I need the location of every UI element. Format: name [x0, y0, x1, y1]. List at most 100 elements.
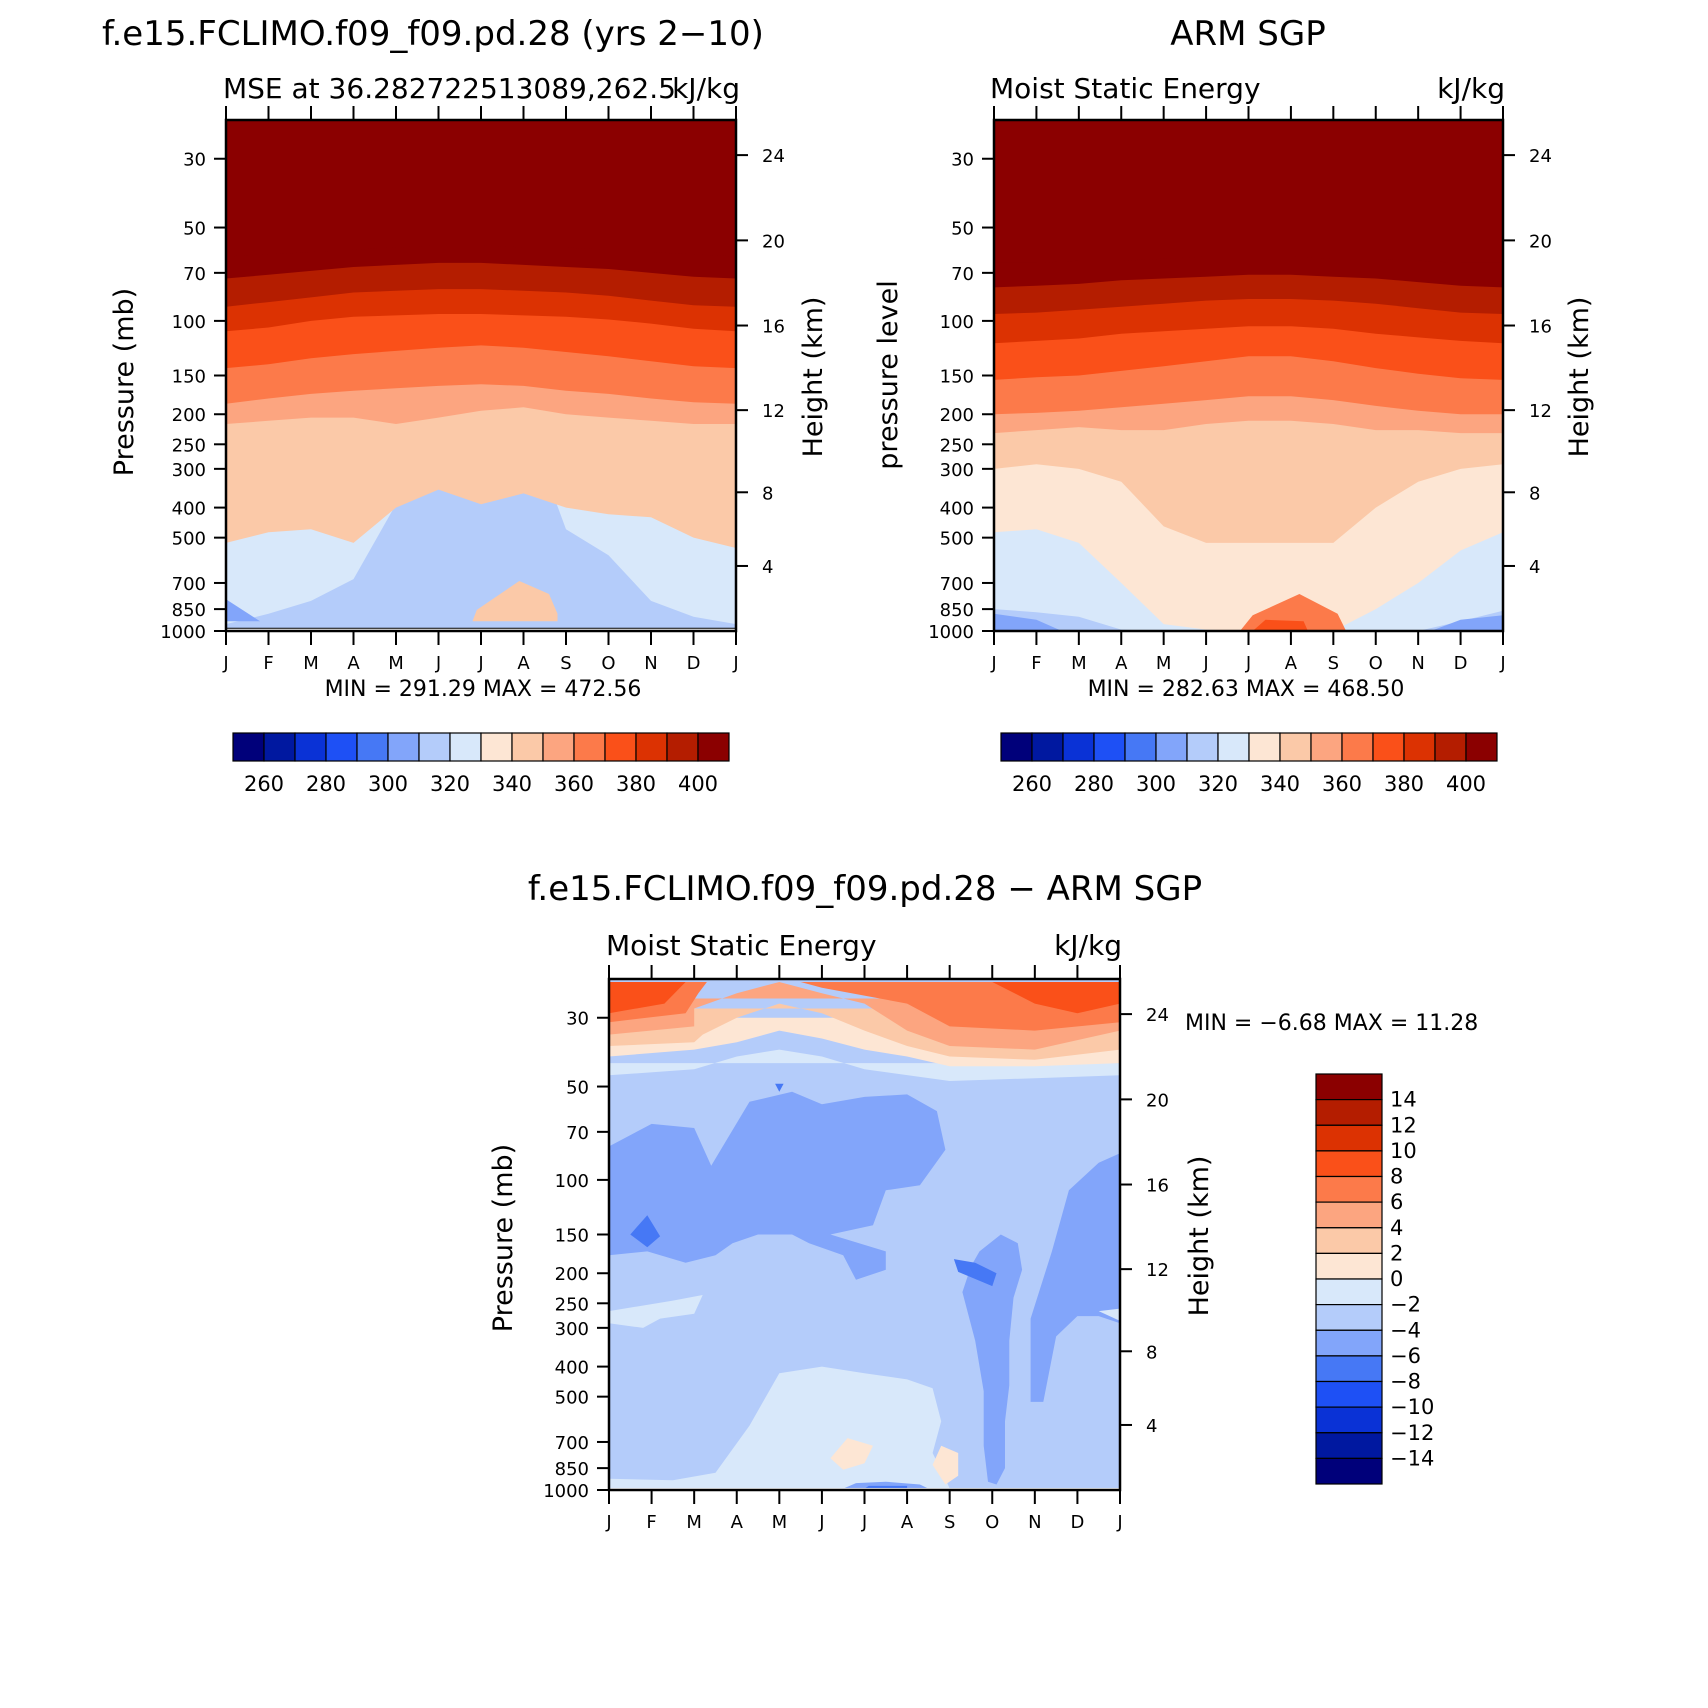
diff-plot-area: J F M A M J J A S O N D J 30 50 70 100 150 200 250 300 400 500…: [543, 965, 1169, 1533]
model-right-tick-label: 8: [762, 483, 773, 504]
model-left-subtitle: MSE at 36.282722513089,262.5: [223, 72, 676, 105]
obs-y-tick-label: 250: [940, 435, 974, 456]
diff-colorbar-swatch: [1315, 1150, 1383, 1178]
obs-colorbar-swatch: [1031, 732, 1064, 762]
diff-contour-region: [962, 1234, 1023, 1485]
obs-x-tick-label: M: [1071, 653, 1087, 674]
model-x-tick-label: M: [303, 653, 319, 674]
diff-contour-region: [609, 1091, 946, 1280]
obs-colorbar-swatch: [1403, 732, 1436, 762]
diff-contour-region: [843, 1481, 929, 1489]
diff-x-tick-label: S: [944, 1512, 955, 1533]
diff-contour-region: [1098, 1308, 1120, 1321]
obs-colorbar-swatch: [1465, 732, 1498, 762]
obs-left-subtitle: Moist Static Energy: [990, 72, 1261, 105]
diff-contour-region: [609, 1049, 1120, 1081]
model-right-tick-label: 12: [762, 401, 785, 422]
diff-x-tick-label: M: [686, 1512, 702, 1533]
model-x-tick-label: D: [687, 653, 701, 674]
model-plot-area: J F M A M J J A S O N D J 30 50 70 100 150 200 250 300 400 500…: [160, 106, 785, 674]
obs-colorbar-swatch: [1248, 732, 1281, 762]
diff-y-tick-label: 70: [566, 1123, 589, 1144]
diff-colorbar-swatch: [1315, 1201, 1383, 1229]
obs-colorbar: 260 280 300 320 340 360 380 400: [1000, 732, 1498, 796]
obs-x-tick-label: O: [1369, 653, 1383, 674]
model-colorbar-swatch: [294, 732, 327, 762]
diff-right-tick-label: 16: [1146, 1176, 1169, 1197]
diff-x-tick-label: J: [818, 1512, 824, 1533]
diff-x-tick-label: F: [646, 1512, 656, 1533]
obs-x-tick-label: F: [1031, 653, 1041, 674]
obs-colorbar-swatch: [1434, 732, 1467, 762]
diff-x-tick-label: J: [861, 1512, 867, 1533]
obs-colorbar-swatch: [1217, 732, 1250, 762]
obs-y-axis-label: pressure level: [873, 280, 904, 469]
model-y-tick-label: 300: [172, 460, 206, 481]
diff-y-tick-label: 400: [555, 1358, 589, 1379]
obs-plot-area: J F M A M J J A S O N D J 30 50 70 100 150 200 250 300 400 500…: [928, 106, 1552, 674]
model-y-axis-label: Pressure (mb): [109, 288, 140, 476]
obs-x-tick-label: A: [1115, 653, 1128, 674]
obs-y-tick-label: 150: [940, 367, 974, 388]
obs-colorbar-label: 340: [1260, 772, 1300, 796]
obs-y-tick-label: 30: [951, 150, 974, 171]
model-x-tick-label: J: [732, 653, 738, 674]
obs-x-tick-label: S: [1328, 653, 1339, 674]
model-colorbar-swatch: [635, 732, 668, 762]
diff-colorbar-swatch: [1315, 1329, 1383, 1357]
diff-x-tick-label: J: [1116, 1512, 1122, 1533]
diff-colorbar-swatch: [1315, 1073, 1383, 1101]
model-x-tick-label: M: [388, 653, 404, 674]
obs-colorbar-label: 300: [1136, 772, 1176, 796]
diff-panel: f.e15.FCLIMO.f09_f09.pd.28 − ARM SGP Moi…: [488, 869, 1478, 1533]
diff-colorbar-swatch: [1315, 1303, 1383, 1331]
diff-title: f.e15.FCLIMO.f09_f09.pd.28 − ARM SGP: [528, 869, 1202, 909]
diff-contour-region: [1030, 1153, 1120, 1402]
model-colorbar-swatch: [697, 732, 730, 762]
model-colorbar-swatch: [573, 732, 606, 762]
obs-contour-patch: [994, 613, 1062, 631]
model-colorbar: 260 280 300 320 340 360 380 400: [232, 732, 730, 796]
model-y-tick-label: 50: [183, 219, 206, 240]
model-colorbar-swatch: [263, 732, 296, 762]
diff-colorbar-label: 6: [1390, 1190, 1403, 1214]
model-colorbar-swatch: [542, 732, 575, 762]
diff-right-tick-label: 8: [1146, 1342, 1157, 1363]
model-title: f.e15.FCLIMO.f09_f09.pd.28 (yrs 2−10): [102, 14, 764, 54]
obs-colorbar-label: 380: [1384, 772, 1424, 796]
obs-colorbar-swatch: [1093, 732, 1126, 762]
obs-colorbar-swatch: [1062, 732, 1095, 762]
obs-right-axis-label: Height (km): [1564, 297, 1595, 458]
diff-colorbar-swatch: [1315, 1175, 1383, 1203]
model-colorbar-label: 340: [492, 772, 532, 796]
diff-y-tick-label: 500: [555, 1388, 589, 1409]
model-right-tick-label: 4: [762, 557, 773, 578]
diff-right-tick-label: 12: [1146, 1260, 1169, 1281]
obs-colorbar-label: 280: [1074, 772, 1114, 796]
diff-contour-region: [609, 982, 1120, 1031]
model-y-tick-label: 70: [183, 264, 206, 285]
model-x-tick-label: J: [435, 653, 441, 674]
model-colorbar-swatch: [511, 732, 544, 762]
model-colorbar-swatch: [449, 732, 482, 762]
model-colorbar-swatch: [387, 732, 420, 762]
model-contour-patch: [226, 599, 260, 622]
obs-x-tick-label: M: [1156, 653, 1172, 674]
model-contour-band: [226, 120, 736, 257]
obs-colorbar-swatch: [1000, 732, 1033, 762]
diff-colorbar-swatch: [1315, 1098, 1383, 1126]
diff-contour-region: [864, 1485, 908, 1489]
model-colorbar-label: 300: [368, 772, 408, 796]
model-y-tick-label: 100: [172, 312, 206, 333]
obs-right-tick-label: 12: [1529, 401, 1552, 422]
obs-colorbar-swatch: [1155, 732, 1188, 762]
diff-y-tick-label: 250: [555, 1294, 589, 1315]
diff-y-tick-label: 850: [555, 1459, 589, 1480]
diff-colorbar-label: 4: [1390, 1216, 1403, 1240]
model-colorbar-swatch: [418, 732, 451, 762]
diff-colorbar-swatch: [1315, 1252, 1383, 1280]
diff-colorbar-swatch: [1315, 1124, 1383, 1152]
obs-colorbar-swatch: [1124, 732, 1157, 762]
obs-x-tick-label: A: [1285, 653, 1298, 674]
